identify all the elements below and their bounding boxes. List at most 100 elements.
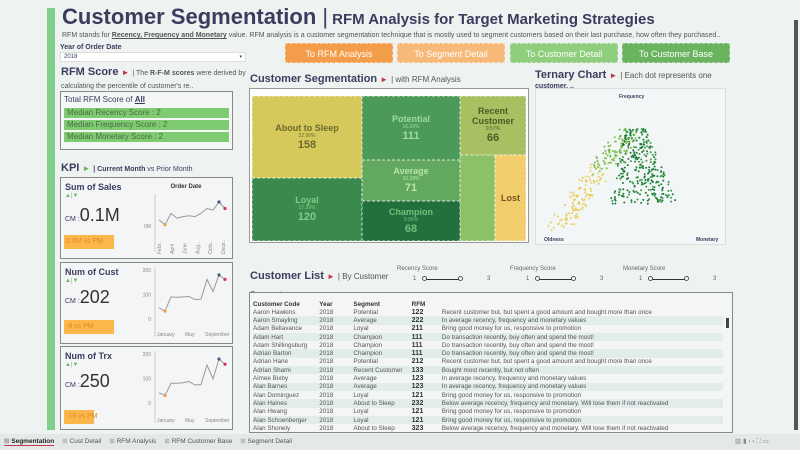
customer-dot: [623, 138, 626, 141]
year-filter-select[interactable]: 2018 ▾: [60, 52, 246, 62]
table-row[interactable]: Alan Barnes 2018 Average 123 In average rece…: [253, 382, 723, 391]
table-row[interactable]: Alan Hwang 2018 Loyal 121 Bring good money f…: [253, 408, 723, 416]
customer-dot: [620, 172, 622, 175]
info-flag-icon[interactable]: ►: [121, 68, 130, 77]
slider-handle-min[interactable]: [535, 276, 540, 281]
segment: Loyal: [353, 325, 369, 333]
sheet-tab[interactable]: ⊞ Segment Detail: [240, 437, 292, 446]
customer-dot: [667, 194, 670, 197]
table-row[interactable]: Adam Shillingsburg 2018 Champion 111 Do tran…: [253, 341, 723, 349]
customer-dot: [621, 158, 623, 161]
table-row[interactable]: Alan Haines 2018 About to Sleep 232 Below av…: [253, 399, 723, 408]
table-scrollbar[interactable]: [726, 318, 729, 328]
slider-track[interactable]: [424, 279, 460, 280]
slider-handle-max[interactable]: [684, 276, 689, 281]
customer-dot: [639, 193, 641, 196]
customer-dot: [660, 196, 663, 199]
slider-handle-max[interactable]: [571, 276, 576, 281]
customer-code: Adam Bellavance: [253, 325, 303, 333]
year: 2018: [319, 415, 354, 425]
customer-dot: [662, 171, 665, 174]
customer-dot: [589, 163, 592, 166]
info-flag-icon[interactable]: ►: [326, 272, 335, 281]
customer-dot: [622, 188, 625, 191]
view-controls[interactable]: ▥ ▮ ‹ › ⛶ ▭: [735, 438, 769, 445]
customer-dot: [547, 224, 550, 227]
treemap-cell[interactable]: Average 10.29% 71: [362, 160, 460, 201]
customer-dot: [569, 191, 572, 194]
column-header[interactable]: Customer Code: [253, 300, 300, 308]
customer-dot: [594, 165, 597, 167]
column-header[interactable]: RFM: [411, 300, 426, 308]
sheet-tab[interactable]: ⊞ Cust Detail: [62, 437, 101, 446]
info-flag-icon[interactable]: ►: [609, 71, 618, 80]
table-row[interactable]: Adrian Barton 2018 Champion 111 Do transacti…: [253, 349, 723, 358]
treemap-cell[interactable]: Recent Customer 9.57% 66: [460, 96, 526, 155]
slider-handle-max[interactable]: [458, 276, 463, 281]
sheet-tab[interactable]: ⊞ Segmentation: [4, 437, 55, 446]
to-rfm-analysis-button[interactable]: To RFM Analysis: [285, 43, 393, 63]
ternary-heading-row: Ternary Chart ► | Each dot represents one c…: [535, 65, 712, 91]
ternary-desc2: customer. ..: [535, 83, 574, 90]
segment-name: About to Sleep: [275, 122, 339, 133]
segment-name: Lost: [501, 193, 520, 203]
table-row[interactable]: Aimee Bixby 2018 Average 123 In average rece…: [253, 374, 723, 382]
customer-dot: [625, 149, 628, 152]
customer-dot: [613, 191, 616, 194]
info-flag-icon[interactable]: ►: [380, 75, 389, 84]
treemap-cell[interactable]: Lost: [495, 155, 526, 241]
segment: Recent Customer: [353, 366, 412, 375]
slider-track[interactable]: [650, 279, 686, 280]
sheet-tab[interactable]: ⊞ RFM Customer Base: [164, 437, 232, 446]
table-row[interactable]: Adam Hart 2018 Champion 111 Do transaction r…: [253, 332, 723, 342]
table-row[interactable]: Aaron Smayling 2018 Average 222 In average r…: [253, 316, 723, 325]
table-row[interactable]: Adrian Hane 2018 Potential 212 Recent custom…: [253, 358, 723, 366]
sheet-tab[interactable]: ⊞ RFM Analysis: [109, 437, 156, 446]
segment-description: In average recency, frequency and moneta…: [441, 316, 723, 325]
customer-dot: [653, 162, 655, 165]
customer-dot: [580, 208, 583, 211]
customer-dot: [654, 196, 657, 199]
customer-dot: [622, 195, 625, 198]
customer-dot: [671, 193, 674, 196]
segment-count: 71: [404, 182, 418, 194]
table-row[interactable]: Adam Bellavance 2018 Loyal 211 Bring good mo…: [253, 325, 723, 333]
customer-dot: [614, 153, 617, 156]
treemap-cell[interactable]: [460, 155, 495, 241]
slider-track[interactable]: [537, 279, 573, 280]
customer-dot: [614, 190, 617, 193]
customer-dot: [581, 176, 584, 179]
treemap-cell[interactable]: Loyal 17.39% 120: [252, 178, 362, 241]
table-row[interactable]: Aaron Hawkins 2018 Potential 122 Recent cust…: [253, 308, 723, 316]
customer-dot: [607, 145, 610, 148]
customer-dot: [640, 201, 643, 204]
rfm-score: 123: [411, 375, 424, 383]
treemap-cell[interactable]: Potential 16.09% 111: [362, 96, 460, 160]
customer-dot: [590, 193, 593, 196]
column-header[interactable]: Segment: [353, 300, 381, 308]
treemap-cell[interactable]: Champion 9.86% 68: [362, 201, 460, 241]
customer-dot: [585, 204, 588, 207]
customer-code: Alan Shonely: [253, 424, 291, 432]
column-header[interactable]: [442, 300, 723, 308]
to-customer-detail-button[interactable]: To Customer Detail: [510, 43, 618, 63]
slider-handle-min[interactable]: [648, 276, 653, 281]
to-customer-base-button[interactable]: To Customer Base: [622, 43, 730, 63]
play-icon[interactable]: ►: [82, 164, 91, 173]
customer-dot: [622, 160, 625, 163]
scrollbar[interactable]: [794, 20, 798, 430]
customer-dot: [578, 178, 581, 181]
table-row[interactable]: Alan Schoenberger 2018 Loyal 121 Bring good …: [253, 415, 723, 425]
column-header[interactable]: Year: [319, 300, 333, 308]
customer-dot: [656, 169, 659, 172]
to-segment-detail-button[interactable]: To Segment Detail: [397, 43, 505, 63]
customer-dot: [621, 155, 624, 158]
table-row[interactable]: Adrian Shami 2018 Recent Customer 133 Bought…: [253, 366, 723, 375]
customer-dot: [615, 151, 618, 154]
customer-code: Alan Schoenberger: [253, 415, 320, 425]
table-row[interactable]: Alan Shonely 2018 About to Sleep 323 Below a…: [253, 424, 723, 432]
table-row[interactable]: Alan Dominguez 2018 Loyal 121 Bring good mon…: [253, 391, 723, 399]
customer-dot: [637, 148, 640, 151]
slider-handle-min[interactable]: [422, 276, 427, 281]
treemap-cell[interactable]: About to Sleep 22.90% 158: [252, 96, 362, 178]
